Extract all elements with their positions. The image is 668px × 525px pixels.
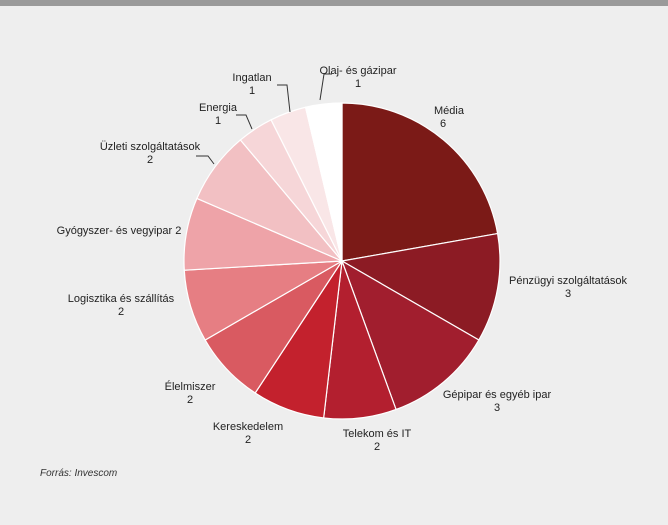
slice-label-value: 2 (118, 306, 124, 318)
leader-line-uzleti-szolgaltatasok (196, 155, 215, 165)
slice-label-olaj-es-gazipar: Olaj- és gázipar 1 (319, 65, 396, 90)
slice-label-kereskedelem: Kereskedelem 2 (213, 421, 283, 446)
leader-line-energia (236, 114, 253, 130)
slice-label-value: 2 (245, 434, 251, 446)
slice-label-logisztika-es-szallitas: Logisztika és szállítás 2 (68, 293, 175, 318)
slice-label-value: 1 (215, 115, 221, 127)
slice-label-elelmiszer: Élelmiszer 2 (165, 380, 216, 406)
slice-label-value: 2 (374, 441, 380, 453)
slice-label-value: 1 (249, 85, 255, 97)
slice-label-penzugyi-szolgaltatasok: Pénzügyi szolgáltatások 3 (509, 275, 628, 300)
slice-label-name: Energia (199, 102, 238, 114)
slice-label-telekom-es-it: Telekom és IT 2 (343, 428, 412, 453)
slice-label-media: Média 6 (434, 105, 465, 130)
slice-label-value: 1 (355, 78, 361, 90)
pie-slices (183, 102, 501, 420)
leader-lines (196, 73, 332, 165)
slice-label-uzleti-szolgaltatasok: Üzleti szolgáltatások 2 (100, 141, 201, 166)
leader-line-ingatlan (277, 84, 291, 113)
slice-label-gyogyszer-es-vegyipar: Gyógyszer- és vegyipar 2 (57, 225, 182, 237)
slice-label-name: Gépipar és egyéb ipar (443, 389, 552, 401)
pie-slice-penzugyi-szolgaltatasok (340, 232, 501, 341)
leader-line-olaj-es-gazipar (319, 73, 332, 101)
slice-label-energia: Energia 1 (199, 102, 238, 127)
slice-label-ingatlan: Ingatlan 1 (232, 72, 271, 97)
source-note: Forrás: Invescom (40, 468, 118, 479)
slice-label-name: Pénzügyi szolgáltatások (509, 275, 628, 287)
pie-slice-olaj-es-gazipar (304, 102, 343, 262)
pie-slice-media (341, 102, 499, 262)
slice-label-value: 2 (187, 394, 193, 406)
slice-label-value: 3 (565, 288, 571, 300)
slice-label-value: 6 (440, 118, 446, 130)
top-border (0, 0, 668, 6)
slice-label-name: Olaj- és gázipar (319, 65, 396, 77)
chart-panel: Média 6 Pénzügyi szolgáltatások 3 Gépipar és… (0, 6, 668, 525)
slice-label-name: Üzleti szolgáltatások (100, 141, 201, 153)
slice-label-name: Média (434, 105, 465, 117)
slice-label-gepipar-es-egyeb-ipar: Gépipar és egyéb ipar 3 (443, 389, 552, 414)
slice-label-name: Ingatlan (232, 72, 271, 84)
slice-label-name: Élelmiszer (165, 380, 216, 393)
slice-label-name: Kereskedelem (213, 421, 283, 433)
slice-label-name: Logisztika és szállítás (68, 293, 175, 305)
pie-slice-gepipar-es-egyeb-ipar (340, 259, 480, 411)
slice-label-name: Telekom és IT (343, 428, 412, 440)
slice-label-value: 2 (147, 154, 153, 166)
slice-label-value: 3 (494, 402, 500, 414)
